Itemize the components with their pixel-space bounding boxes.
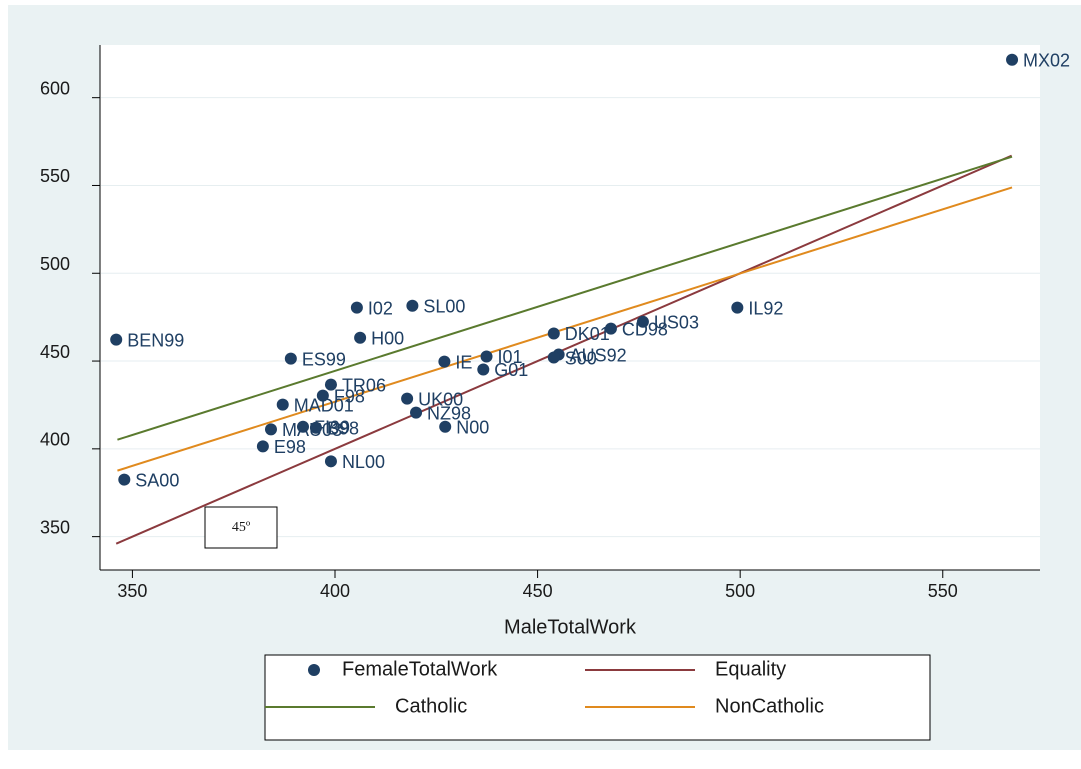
annotation-box (204, 506, 278, 549)
legend-marker (308, 664, 320, 676)
point (284, 352, 297, 365)
point-label: MX02 (1023, 50, 1070, 70)
point (731, 301, 744, 314)
point (547, 327, 560, 340)
point-label: NZ98 (427, 403, 471, 423)
point (604, 322, 617, 335)
x-tick-label: 450 (523, 581, 553, 601)
y-tick-label: 600 (40, 78, 70, 98)
legend-label: FemaleTotalWork (342, 658, 498, 680)
x-tick-label: 350 (117, 581, 147, 601)
point (636, 315, 649, 328)
point-label: ES99 (302, 349, 346, 369)
point (309, 421, 322, 434)
point-label: IE (455, 352, 472, 372)
point-label: G01 (494, 360, 528, 380)
point-label: NL00 (342, 452, 385, 472)
plot-area (100, 45, 1040, 570)
point (477, 363, 490, 376)
y-tick-label: 450 (40, 342, 70, 362)
point (276, 398, 289, 411)
point (547, 351, 560, 364)
point-label: S00 (565, 348, 597, 368)
x-tick-label: 400 (320, 581, 350, 601)
point-label: I02 (368, 298, 393, 318)
point (1006, 53, 1019, 66)
y-tick-label: 500 (40, 254, 70, 274)
y-tick-label: 350 (40, 517, 70, 537)
point-label: AUS92 (570, 345, 627, 365)
point (118, 473, 131, 486)
trend-line (115, 154, 1013, 545)
point-label: I01 (498, 347, 523, 367)
annotation: 45º (232, 520, 251, 535)
point-label: DK01 (565, 324, 610, 344)
point (256, 440, 269, 453)
point (110, 333, 123, 346)
trend-line (117, 186, 1013, 472)
x-tick-label: 550 (928, 581, 958, 601)
legend-label: Equality (715, 658, 786, 680)
point-label: UK00 (418, 389, 463, 409)
x-axis-label: MaleTotalWork (504, 616, 637, 638)
point (264, 423, 277, 436)
point-label: TR06 (342, 375, 386, 395)
point (406, 299, 419, 312)
point (324, 455, 337, 468)
trend-line (117, 155, 1013, 441)
point-label: H00 (371, 328, 404, 348)
point (438, 355, 451, 368)
point-label: F98 (334, 386, 365, 406)
point-label: US03 (654, 312, 699, 332)
point (296, 420, 309, 433)
y-tick-label: 400 (40, 430, 70, 450)
point (316, 389, 329, 402)
point (480, 350, 493, 363)
point (324, 378, 337, 391)
point-label: BEN99 (127, 330, 184, 350)
legend-label: Catholic (395, 695, 467, 717)
point (439, 420, 452, 433)
point (401, 392, 414, 405)
point-label: N00 (456, 417, 489, 437)
point-label: IL92 (748, 298, 783, 318)
x-tick-label: 500 (725, 581, 755, 601)
point-label: SL00 (423, 296, 465, 316)
y-tick-label: 550 (40, 166, 70, 186)
point-label: MAD01 (294, 395, 354, 415)
point (410, 406, 423, 419)
point-label: CD98 (622, 319, 668, 339)
point-label: FI99 (314, 417, 350, 437)
point (350, 301, 363, 314)
point (354, 331, 367, 344)
point-label: B98 (327, 419, 359, 439)
corner (0, 750, 65, 769)
legend-label: NonCatholic (715, 695, 824, 717)
point-label: SA00 (135, 470, 179, 490)
point-label: E98 (274, 437, 306, 457)
